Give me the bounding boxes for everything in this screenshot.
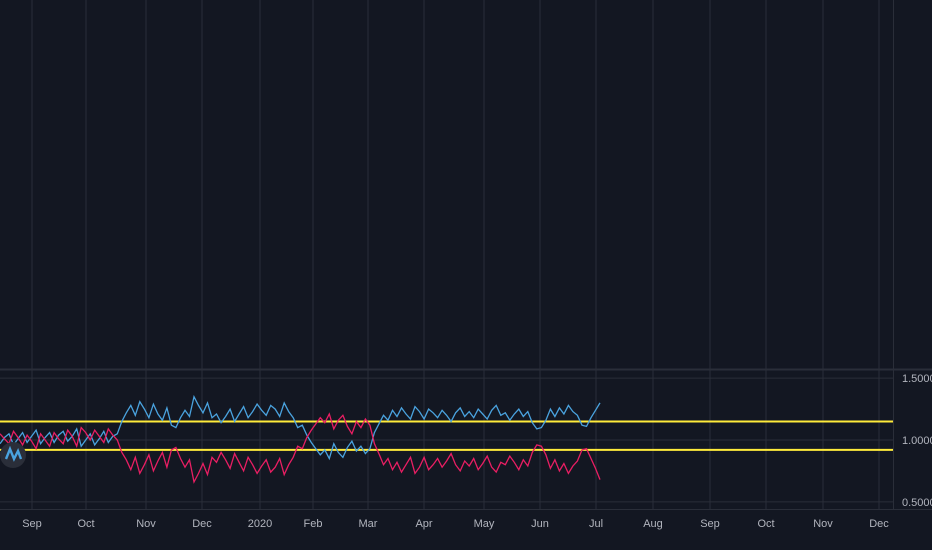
time-axis[interactable]: Sep Oct Nov Dec 2020 Feb Mar Apr May Jun Jul Aug Sep… <box>22 518 889 530</box>
time-tick-label: Aug <box>643 518 663 530</box>
grid-lines <box>0 0 932 510</box>
osc-tick-label: 1.5000 <box>902 373 932 385</box>
time-tick-label: Dec <box>192 518 212 530</box>
time-tick-label: Sep <box>22 518 42 530</box>
osc-tick-label: 0.5000 <box>902 497 932 509</box>
time-tick-label: May <box>474 518 495 530</box>
time-tick-label: Feb <box>304 518 323 530</box>
time-tick-label: Sep <box>700 518 720 530</box>
time-tick-label: Jun <box>531 518 549 530</box>
time-tick-label: Apr <box>415 518 432 530</box>
logo-mark <box>4 445 23 462</box>
time-tick-label: Oct <box>757 518 774 530</box>
time-tick-label: Nov <box>136 518 156 530</box>
oscillator-pane <box>0 394 893 484</box>
price-axis[interactable]: 220.00200.00180.00160.00140.001.50001.00… <box>902 0 932 509</box>
time-tick-label: Oct <box>77 518 94 530</box>
time-tick-label: Nov <box>813 518 833 530</box>
time-tick-label: Dec <box>869 518 889 530</box>
time-tick-label: Jul <box>589 518 603 530</box>
time-tick-label: Mar <box>359 518 378 530</box>
time-tick-label: 2020 <box>248 518 272 530</box>
oscillator-line-red <box>0 412 601 484</box>
app-logo-icon[interactable] <box>0 442 26 468</box>
